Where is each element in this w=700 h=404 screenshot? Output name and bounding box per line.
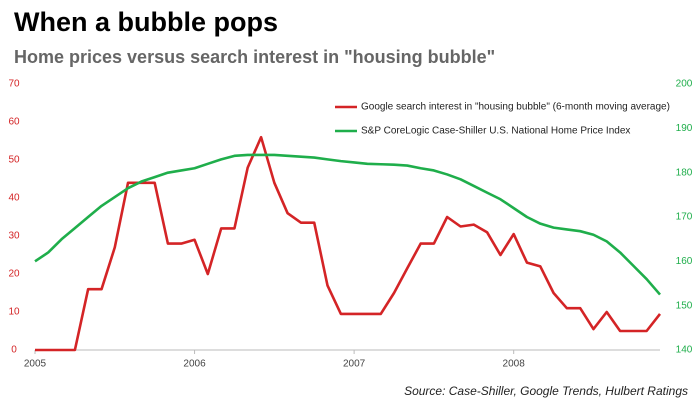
series-line: [34, 153, 661, 296]
y-tick-label: 70: [8, 79, 20, 90]
y2-tick-label: 170: [676, 212, 693, 223]
legend-label: Google search interest in "housing bubbl…: [361, 102, 670, 113]
y2-tick-label: 180: [676, 167, 693, 178]
x-tick-label: 2008: [503, 359, 526, 370]
series-line: [35, 135, 662, 352]
y2-tick-label: 150: [676, 300, 693, 311]
x-tick-label: 2007: [343, 359, 366, 370]
x-tick-label: 2005: [24, 359, 47, 370]
y-tick-label: 50: [8, 155, 20, 166]
y-tick-label: 60: [8, 117, 20, 128]
y-tick-label: 40: [8, 193, 20, 204]
chart-title: When a bubble pops: [14, 7, 278, 37]
chart-subtitle: Home prices versus search interest in "h…: [14, 47, 495, 67]
legend-label: S&P CoreLogic Case-Shiller U.S. National…: [361, 126, 630, 137]
y-tick-label: 20: [8, 269, 20, 280]
y-tick-label: 30: [8, 231, 20, 242]
y2-tick-label: 140: [676, 345, 693, 356]
y2-tick-label: 190: [676, 123, 693, 134]
y2-tick-label: 200: [676, 79, 693, 90]
y-tick-label: 10: [8, 307, 20, 318]
y-tick-label: 0: [11, 345, 17, 356]
x-tick-label: 2006: [183, 359, 206, 370]
y2-tick-label: 160: [676, 256, 693, 267]
source-note: Source: Case-Shiller, Google Trends, Hul…: [404, 384, 688, 398]
